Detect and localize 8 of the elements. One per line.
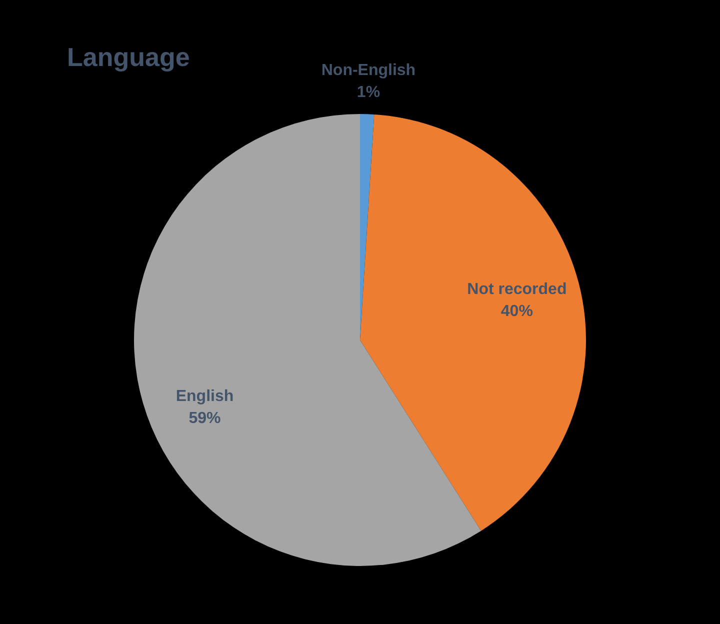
data-label: 59% bbox=[188, 410, 221, 427]
slice-label: English bbox=[176, 388, 234, 405]
chart-title: Language bbox=[67, 42, 190, 72]
slice-label: Not recorded bbox=[467, 281, 567, 298]
data-label: 40% bbox=[500, 303, 533, 320]
data-label: 1% bbox=[356, 84, 380, 102]
pie-slice bbox=[360, 114, 586, 531]
slice-label: Non-English bbox=[321, 62, 416, 80]
